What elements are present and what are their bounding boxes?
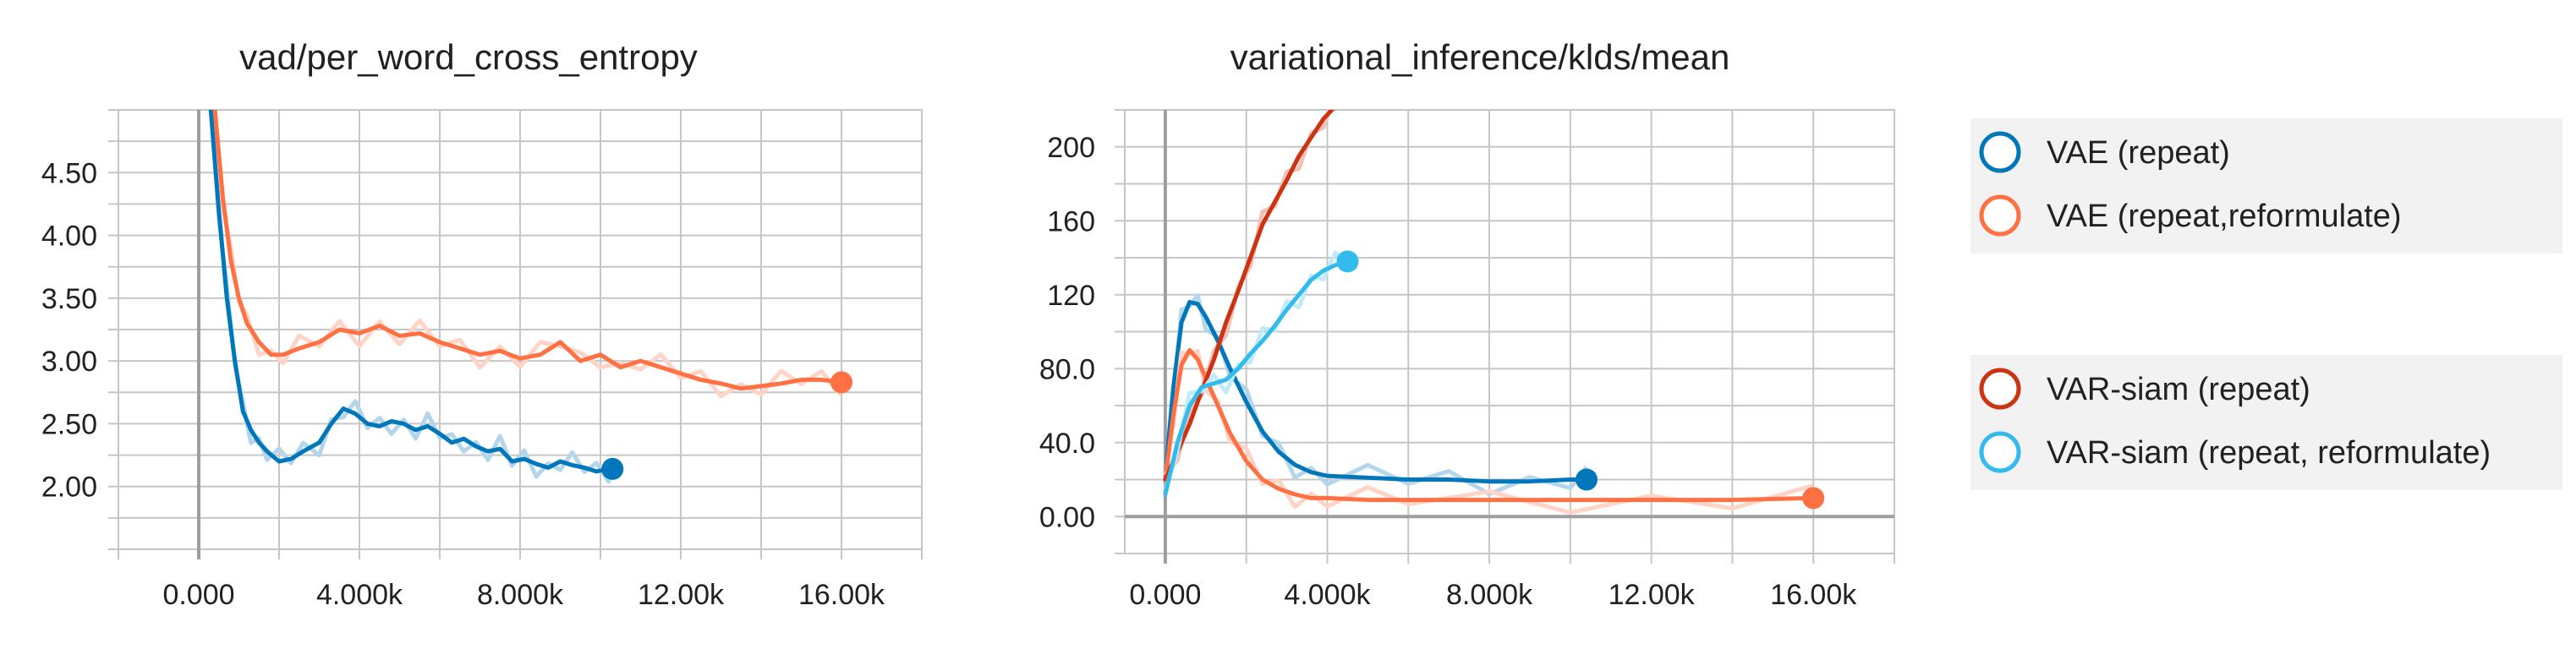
- series-end-point[interactable]: [830, 371, 852, 394]
- y-tick-label: 2.00: [41, 472, 97, 504]
- x-tick-label: 0.000: [162, 579, 234, 611]
- series-raw-line: [212, 110, 843, 399]
- x-tick-label: 8.000k: [477, 579, 564, 611]
- series-end-point[interactable]: [601, 457, 624, 480]
- y-tick-label: 200: [1047, 132, 1095, 164]
- kld-mean-chart: variational_inference/klds/mean 0.000 4.0…: [1039, 37, 1895, 611]
- series-end-point[interactable]: [1336, 250, 1359, 273]
- series-line[interactable]: [1163, 259, 1350, 497]
- series-line[interactable]: [1163, 347, 1816, 503]
- x-tick-label: 4.000k: [316, 579, 403, 611]
- x-tick-label: 0.000: [1129, 579, 1201, 611]
- legend-label: VAE (repeat): [2047, 135, 2230, 171]
- y-tick-label: 120: [1047, 280, 1095, 312]
- chart-title: vad/per_word_cross_entropy: [239, 37, 698, 77]
- plot-frame: [1124, 109, 1895, 554]
- legend-label: VAR-siam (repeat, reformulate): [2047, 435, 2491, 471]
- x-tick-label: 12.00k: [1609, 579, 1696, 611]
- legend-label: VAE (repeat,reformulate): [2047, 199, 2402, 234]
- cross-entropy-chart: vad/per_word_cross_entropy 0.000 4.000k 8.…: [41, 37, 923, 611]
- series-line[interactable]: [1163, 300, 1589, 484]
- plot-frame: [118, 109, 923, 550]
- legend-label: VAR-siam (repeat): [2047, 372, 2310, 407]
- legend-group-bg: [1970, 355, 2562, 490]
- series-raw-line: [209, 110, 615, 484]
- series-line[interactable]: [208, 110, 615, 474]
- x-tick-label: 16.00k: [1770, 579, 1857, 611]
- legend-toggle-icon[interactable]: [1979, 368, 2021, 410]
- legend-toggle-icon[interactable]: [1979, 194, 2021, 237]
- series-end-point[interactable]: [1576, 468, 1598, 491]
- y-tick-label: 3.00: [41, 346, 97, 378]
- legend-toggle-icon[interactable]: [1979, 131, 2021, 173]
- y-tick-label: 160: [1047, 205, 1095, 237]
- y-tick-label: 0.00: [1039, 501, 1095, 533]
- y-tick-label: 80.0: [1039, 353, 1095, 385]
- series-line[interactable]: [212, 110, 844, 391]
- x-tick-label: 8.000k: [1446, 579, 1533, 611]
- legend-group-bg: [1970, 118, 2562, 254]
- x-tick-label: 4.000k: [1284, 579, 1371, 611]
- series-line[interactable]: [1163, 101, 1348, 482]
- y-tick-label: 4.50: [41, 157, 97, 189]
- chart-title: variational_inference/klds/mean: [1230, 37, 1730, 77]
- legend-toggle-icon[interactable]: [1979, 431, 2021, 473]
- x-tick-label: 12.00k: [638, 579, 725, 611]
- y-tick-label: 2.50: [41, 408, 97, 440]
- series-end-point[interactable]: [1802, 487, 1825, 510]
- legend: VAE (repeat) VAE (repeat,reformulate) VAR-…: [1970, 118, 2562, 490]
- y-tick-label: 40.0: [1039, 428, 1095, 460]
- y-tick-label: 4.00: [41, 221, 97, 253]
- y-tick-label: 3.50: [41, 283, 97, 315]
- x-tick-label: 16.00k: [798, 579, 885, 611]
- series-raw-line: [1163, 250, 1350, 491]
